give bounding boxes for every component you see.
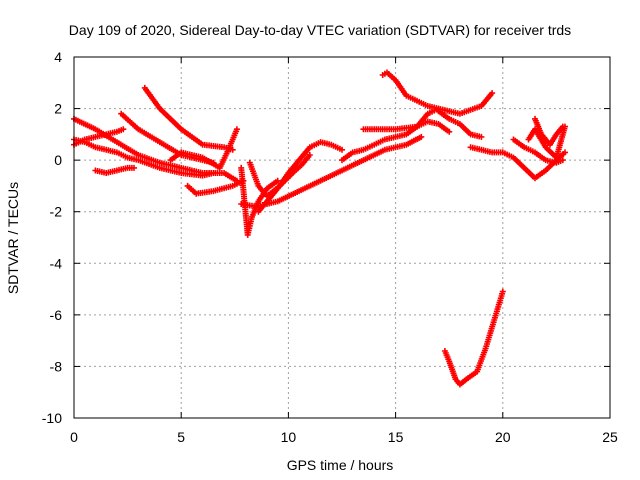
y-axis: -10 -8 -6 -4 -2 0 2 4: [42, 49, 610, 426]
series-track-18: [510, 136, 566, 166]
x-tick-label: 10: [281, 429, 297, 445]
data-point: [120, 126, 127, 133]
y-tick-label: 2: [54, 101, 62, 117]
series-track-13: [339, 105, 442, 164]
grid-lines: [74, 57, 610, 418]
series-track-14: [360, 118, 453, 135]
x-tick-label: 20: [495, 429, 511, 445]
data-point: [446, 128, 453, 135]
data-point: [210, 170, 217, 176]
data-point: [339, 146, 345, 153]
x-axis: 0 5 10 15 20 25: [70, 57, 618, 445]
series-track-17: [467, 144, 568, 182]
data-point: [418, 133, 425, 140]
data-point: [478, 133, 485, 140]
series-track-7: [167, 126, 240, 171]
series-track-16: [435, 108, 485, 140]
data-point: [233, 126, 240, 133]
x-tick-label: 15: [388, 429, 404, 445]
data-point: [562, 149, 568, 156]
y-tick-label: 4: [54, 49, 62, 65]
series-track-12: [238, 133, 425, 210]
data-point: [489, 90, 496, 97]
series-track-3: [71, 136, 217, 179]
x-tick-label: 5: [177, 429, 185, 445]
series-track-6: [141, 84, 236, 153]
series-track-4: [92, 164, 137, 176]
chart-title: Day 109 of 2020, Sidereal Day-to-day VTE…: [69, 22, 571, 38]
data-points: [71, 69, 568, 388]
y-tick-label: -10: [42, 410, 62, 426]
x-axis-label: GPS time / hours: [287, 457, 394, 473]
series-track-21: [441, 288, 506, 388]
y-tick-label: 0: [54, 152, 62, 168]
series-track-15: [379, 69, 496, 117]
data-point: [559, 157, 566, 164]
y-tick-label: -8: [50, 358, 63, 374]
series-track-9: [238, 164, 281, 238]
data-point: [306, 152, 313, 158]
data-point: [131, 164, 137, 171]
x-tick-label: 0: [70, 429, 78, 445]
y-tick-label: -4: [50, 255, 63, 271]
data-point: [499, 288, 506, 295]
y-tick-label: -2: [50, 204, 63, 220]
x-tick-label: 25: [602, 429, 618, 445]
y-axis-label: SDTVAR / TECUs: [5, 182, 21, 294]
plot-frame: [73, 56, 611, 419]
data-point: [559, 123, 566, 130]
series-track-20: [532, 115, 566, 148]
y-tick-label: -6: [50, 307, 63, 323]
